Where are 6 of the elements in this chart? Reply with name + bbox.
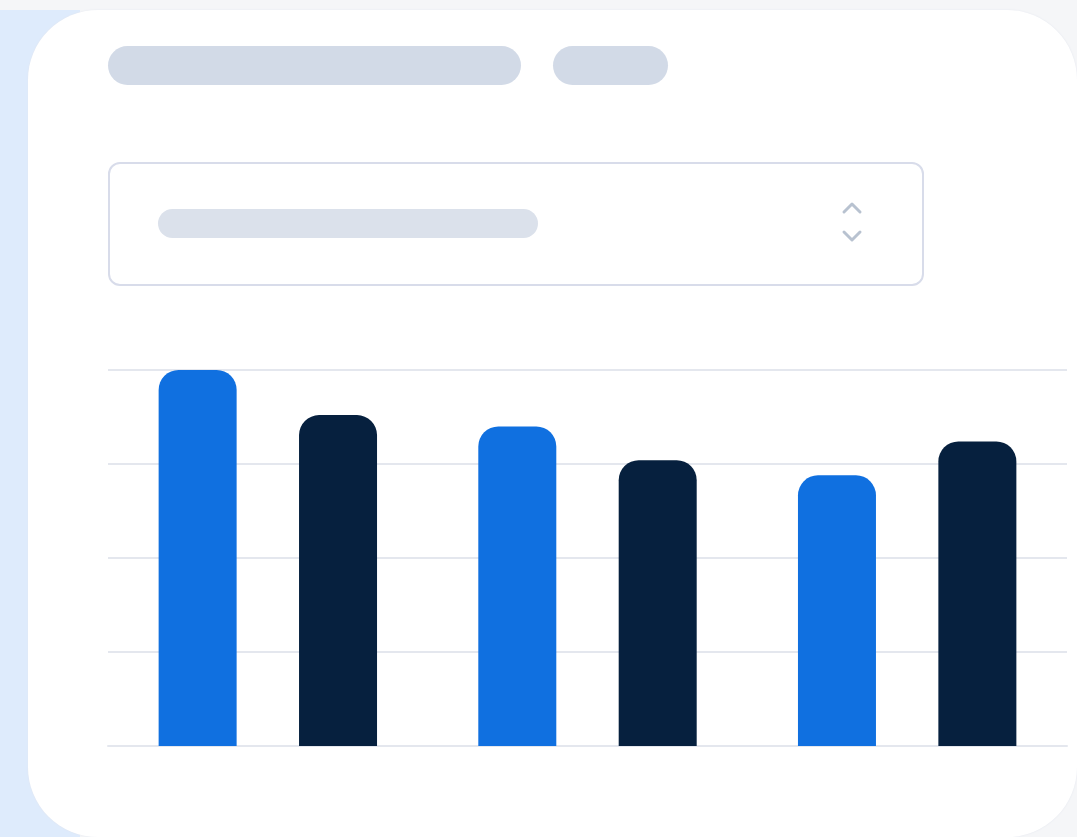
bar: [938, 441, 1017, 746]
bar: [618, 460, 697, 746]
bar: [299, 415, 378, 746]
bar: [158, 370, 237, 746]
bar: [478, 426, 557, 746]
bar: [797, 475, 876, 746]
